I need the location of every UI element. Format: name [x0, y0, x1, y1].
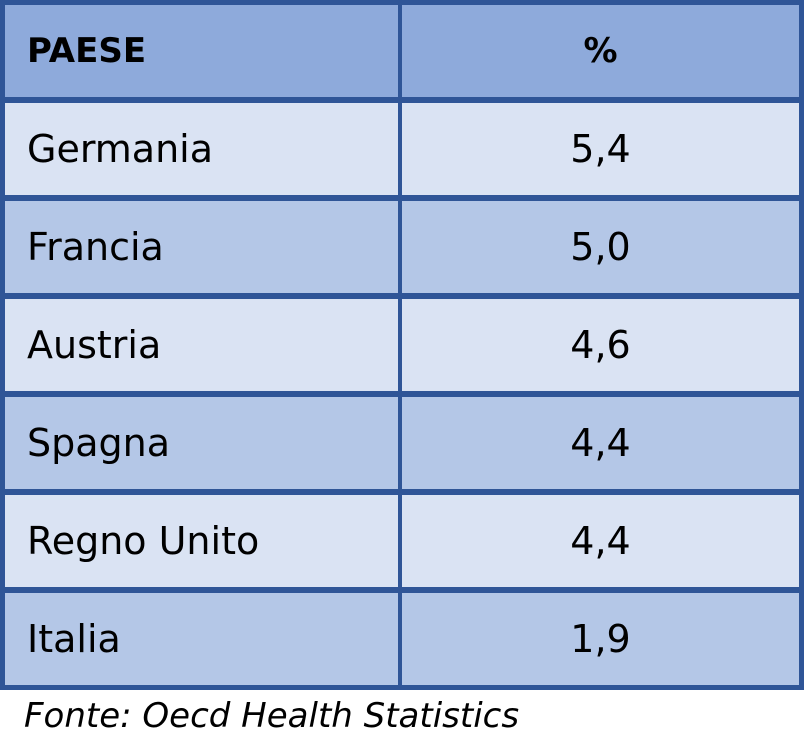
table-cell-country: Regno Unito — [5, 495, 398, 587]
header-paese: PAESE — [5, 5, 398, 97]
table-cell-country: Spagna — [5, 397, 398, 489]
data-table: PAESE% Germania 5,4 Francia 5,0 Austria 4,6 Spa… — [0, 0, 804, 690]
table-cell-country: Germania — [5, 103, 398, 195]
table-cell-value: 4,4 — [402, 495, 799, 587]
table-cell-value: 5,0 — [402, 201, 799, 293]
header-percent: % — [402, 5, 799, 97]
table-cell-country: Austria — [5, 299, 398, 391]
table-cell-value: 4,4 — [402, 397, 799, 489]
source-note: Fonte: Oecd Health Statistics — [24, 696, 520, 736]
table-cell-country: Francia — [5, 201, 398, 293]
table-cell-value: 4,6 — [402, 299, 799, 391]
table-cell-value: 5,4 — [402, 103, 799, 195]
table-cell-country: Italia — [5, 593, 398, 685]
table-cell-value: 1,9 — [402, 593, 799, 685]
